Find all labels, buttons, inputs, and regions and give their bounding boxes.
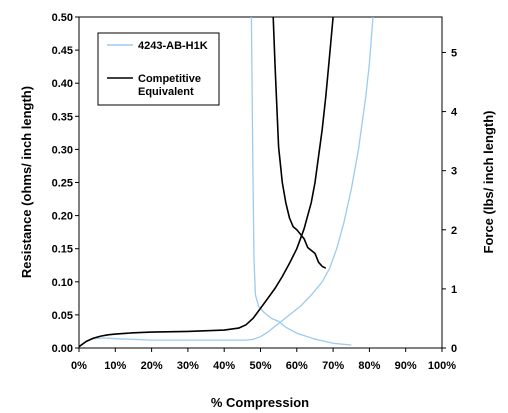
x-tick-label: 100% <box>428 360 456 372</box>
y-left-tick-label: 0.40 <box>52 78 73 90</box>
x-tick-label: 90% <box>395 360 417 372</box>
y-right-tick-label: 3 <box>451 166 457 178</box>
series-line-4243-ab-h1k-1 <box>250 16 352 346</box>
x-tick-label: 60% <box>286 360 308 372</box>
y-left-tick-label: 0.10 <box>52 277 73 289</box>
x-tick-label: 50% <box>249 360 271 372</box>
y-left-tick-label: 0.05 <box>52 310 73 322</box>
legend-label-4243-ab-h1k: 4243-AB-H1K <box>138 40 208 52</box>
x-tick-label: 30% <box>177 360 199 372</box>
y-left-tick-label: 0.15 <box>52 244 73 256</box>
series-line-4243-ab-h1k-2 <box>245 16 374 341</box>
y-left-tick-label: 0.45 <box>52 45 73 57</box>
legend-label-competitive-equivalent: Competitive Equivalent <box>138 73 201 98</box>
x-tick-label: 80% <box>358 360 380 372</box>
y-left-tick-label: 0.30 <box>52 144 73 156</box>
x-tick-label: 20% <box>141 360 163 372</box>
y-left-tick-label: 0.00 <box>52 343 73 355</box>
y-axis-right-title: Force (lbs/ inch length) <box>481 110 496 253</box>
x-tick-label: 40% <box>213 360 235 372</box>
y-left-tick-label: 0.35 <box>52 111 73 123</box>
y-right-tick-label: 5 <box>451 47 457 59</box>
ticks-layer: 0% 10% 20% 30% 40% 50% 60% 70% 80% 90% 100% 0.00 0.0… <box>52 12 458 372</box>
y-left-tick-label: 0.20 <box>52 211 73 223</box>
series-line-competitive-equivalent-3 <box>78 16 334 348</box>
x-tick-label: 0% <box>71 360 87 372</box>
legend: 4243-AB-H1K Competitive Equivalent <box>97 32 220 106</box>
y-right-tick-label: 0 <box>451 343 457 355</box>
y-right-tick-label: 2 <box>451 225 457 237</box>
y-axis-left-title: Resistance (ohms/ inch length) <box>19 86 34 278</box>
y-right-tick-label: 1 <box>451 284 457 296</box>
x-tick-label: 70% <box>322 360 344 372</box>
x-tick-label: 10% <box>104 360 126 372</box>
x-axis-title: % Compression <box>211 395 309 410</box>
series-line-competitive-equivalent-4 <box>272 16 327 269</box>
y-left-tick-label: 0.50 <box>52 12 73 24</box>
y-right-tick-label: 4 <box>451 107 458 119</box>
series-layer <box>78 16 374 348</box>
y-left-tick-label: 0.25 <box>52 178 73 190</box>
